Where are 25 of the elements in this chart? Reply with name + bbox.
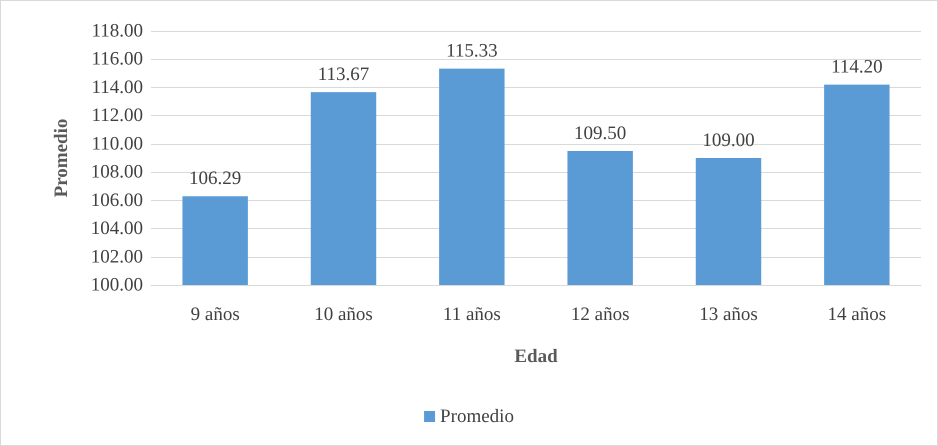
y-tick-label: 102.00 [90,246,143,268]
x-tick-label: 13 años [699,304,758,325]
x-tick-label: 10 años [314,304,373,325]
data-label: 114.20 [831,56,883,78]
y-tick-label: 110.00 [91,133,143,154]
y-tick-label: 108.00 [90,162,143,183]
x-tick-label: 12 años [570,304,630,325]
data-label: 109.00 [702,130,755,151]
data-label: 113.67 [318,64,370,86]
x-tick-label: 11 años [442,304,501,325]
y-tick-label: 116.00 [91,48,143,70]
legend-label: Promedio [440,406,514,427]
x-tick-label: 9 años [190,304,240,325]
x-axis-title: Edad [514,346,558,367]
y-axis-title: Promedio [51,118,72,198]
y-tick-label: 106.00 [90,190,143,211]
y-tick-label: 118.00 [91,20,143,42]
data-label: 106.29 [189,168,242,190]
y-tick-label: 114.00 [91,76,143,98]
x-tick-label: 14 años [828,304,886,325]
y-tick-label: 112.00 [91,105,143,126]
data-label: 115.33 [446,40,498,62]
y-tick-label: 104.00 [90,218,143,240]
data-label: 109.50 [574,122,626,144]
y-tick-label: 100.00 [90,274,143,296]
